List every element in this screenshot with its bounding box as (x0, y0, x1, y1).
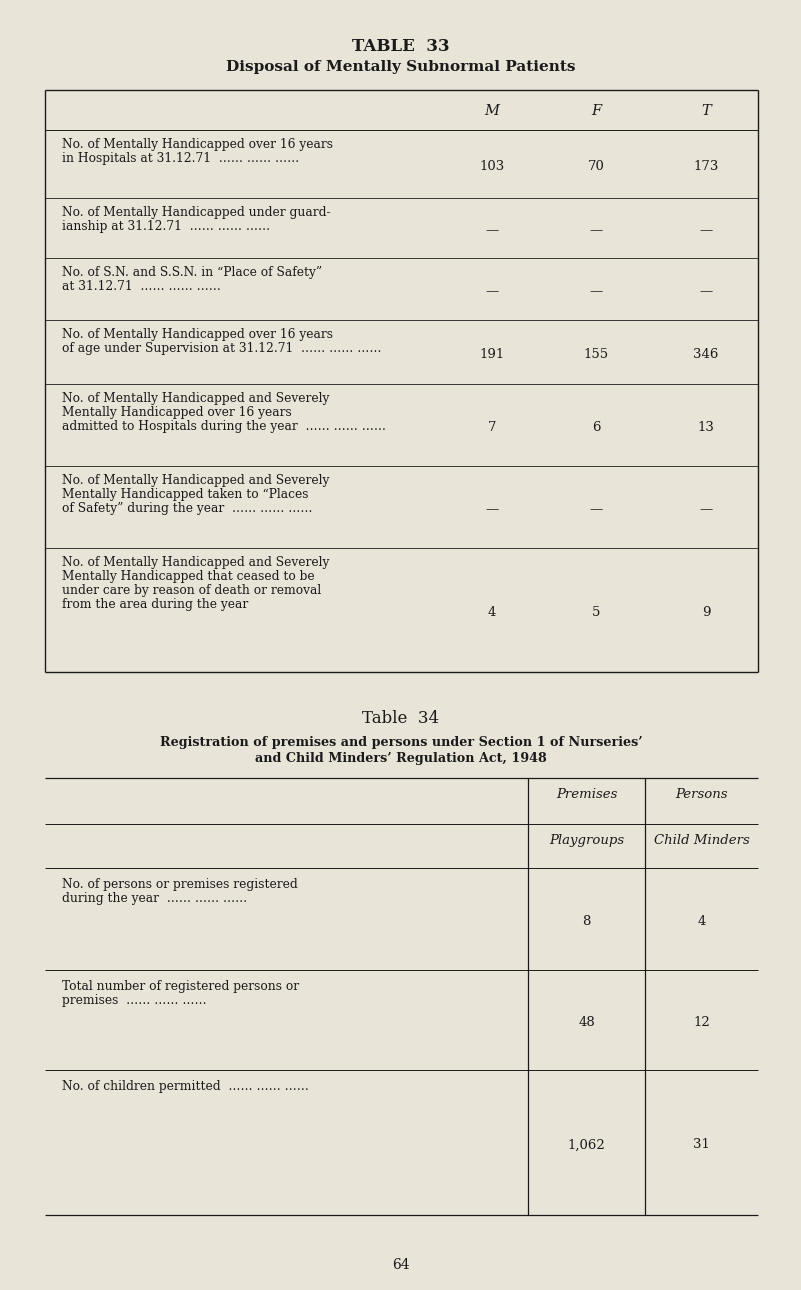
Text: 191: 191 (479, 348, 505, 361)
Text: No. of persons or premises registered: No. of persons or premises registered (62, 878, 298, 891)
Text: M: M (485, 104, 500, 117)
Text: Persons: Persons (675, 788, 728, 801)
Text: —: — (590, 285, 602, 298)
Text: Registration of premises and persons under Section 1 of Nurseries’: Registration of premises and persons und… (159, 737, 642, 749)
Text: —: — (590, 224, 602, 237)
Text: ianship at 31.12.71  …… …… ……: ianship at 31.12.71 …… …… …… (62, 221, 270, 233)
Text: admitted to Hospitals during the year  …… …… ……: admitted to Hospitals during the year ……… (62, 421, 386, 433)
Text: Total number of registered persons or: Total number of registered persons or (62, 980, 299, 993)
Text: Mentally Handicapped taken to “Places: Mentally Handicapped taken to “Places (62, 488, 308, 501)
Text: Disposal of Mentally Subnormal Patients: Disposal of Mentally Subnormal Patients (226, 61, 576, 74)
Text: No. of Mentally Handicapped over 16 years: No. of Mentally Handicapped over 16 year… (62, 138, 333, 151)
Text: 8: 8 (582, 915, 590, 928)
Text: from the area during the year: from the area during the year (62, 599, 248, 611)
Text: F: F (591, 104, 601, 117)
Text: under care by reason of death or removal: under care by reason of death or removal (62, 584, 321, 597)
Text: No. of Mentally Handicapped and Severely: No. of Mentally Handicapped and Severely (62, 473, 329, 488)
Text: and Child Minders’ Regulation Act, 1948: and Child Minders’ Regulation Act, 1948 (256, 752, 547, 765)
Text: 70: 70 (588, 160, 605, 173)
Text: Mentally Handicapped that ceased to be: Mentally Handicapped that ceased to be (62, 570, 315, 583)
Text: in Hospitals at 31.12.71  …… …… ……: in Hospitals at 31.12.71 …… …… …… (62, 152, 300, 165)
Text: 12: 12 (693, 1017, 710, 1029)
Text: of Safety” during the year  …… …… ……: of Safety” during the year …… …… …… (62, 502, 312, 515)
Text: 5: 5 (592, 606, 600, 619)
Text: 1,062: 1,062 (568, 1139, 606, 1152)
Text: No. of S.N. and S.S.N. in “Place of Safety”: No. of S.N. and S.S.N. in “Place of Safe… (62, 266, 322, 279)
Text: 6: 6 (592, 421, 600, 433)
Text: No. of Mentally Handicapped over 16 years: No. of Mentally Handicapped over 16 year… (62, 328, 333, 341)
Text: —: — (699, 285, 713, 298)
Text: No. of Mentally Handicapped under guard-: No. of Mentally Handicapped under guard- (62, 206, 331, 219)
Text: Premises: Premises (556, 788, 618, 801)
Text: 48: 48 (578, 1017, 595, 1029)
Text: 13: 13 (698, 421, 714, 433)
Text: No. of Mentally Handicapped and Severely: No. of Mentally Handicapped and Severely (62, 392, 329, 405)
Text: 4: 4 (488, 606, 496, 619)
Text: premises  …… …… ……: premises …… …… …… (62, 995, 207, 1007)
Text: Child Minders: Child Minders (654, 835, 750, 848)
Text: 64: 64 (392, 1258, 410, 1272)
Text: —: — (485, 285, 499, 298)
Text: 9: 9 (702, 606, 710, 619)
Text: of age under Supervision at 31.12.71  …… …… ……: of age under Supervision at 31.12.71 …… … (62, 342, 381, 355)
Text: 4: 4 (698, 915, 706, 928)
Text: 155: 155 (583, 348, 609, 361)
Text: Table  34: Table 34 (362, 710, 440, 728)
Text: Mentally Handicapped over 16 years: Mentally Handicapped over 16 years (62, 406, 292, 419)
Text: during the year  …… …… ……: during the year …… …… …… (62, 891, 248, 906)
Text: —: — (485, 503, 499, 516)
Text: No. of Mentally Handicapped and Severely: No. of Mentally Handicapped and Severely (62, 556, 329, 569)
Text: TABLE  33: TABLE 33 (352, 37, 450, 55)
Text: —: — (699, 224, 713, 237)
Text: —: — (485, 224, 499, 237)
Text: 173: 173 (694, 160, 718, 173)
Text: 346: 346 (694, 348, 718, 361)
Text: —: — (699, 503, 713, 516)
Text: 103: 103 (479, 160, 505, 173)
Text: T: T (701, 104, 710, 117)
Text: 31: 31 (693, 1139, 710, 1152)
Text: 7: 7 (488, 421, 497, 433)
Text: Playgroups: Playgroups (549, 835, 624, 848)
Text: —: — (590, 503, 602, 516)
Text: No. of children permitted  …… …… ……: No. of children permitted …… …… …… (62, 1080, 309, 1093)
Text: at 31.12.71  …… …… ……: at 31.12.71 …… …… …… (62, 280, 221, 293)
